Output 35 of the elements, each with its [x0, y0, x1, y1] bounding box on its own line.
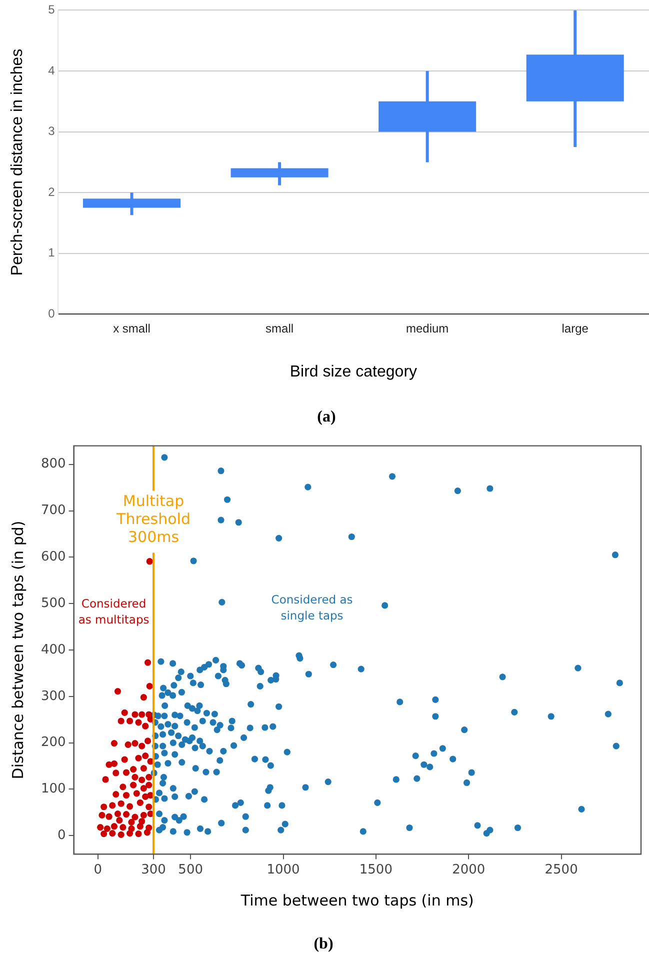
x-tick-label: 2500 [544, 862, 578, 878]
y-tick-label: 2 [48, 184, 56, 199]
y-tick-label: 500 [40, 596, 66, 611]
y-tick-label: 1 [48, 246, 56, 260]
x-tick-label: small [266, 322, 294, 336]
y-tick-label: 5 [48, 2, 56, 17]
y-tick-label: 300 [40, 688, 66, 704]
y-tick-label: 800 [40, 456, 66, 472]
y-tick-label: 4 [48, 63, 56, 78]
x-tick-label: 300 [141, 862, 166, 878]
y-tick-label: 200 [40, 735, 66, 750]
x-axis-title: Bird size category [290, 364, 418, 381]
y-tick-label: 600 [40, 550, 66, 565]
y-axis-title: Perch-screen distance in inches [9, 48, 26, 276]
text: (a) [317, 408, 336, 426]
y-tick-label: 700 [40, 503, 66, 518]
y-axis-title: Distance between two taps (in pd) [8, 520, 27, 780]
annotation: Considered as multitaps [78, 596, 150, 627]
x-tick-label: 1500 [359, 862, 392, 878]
x-tick-label: 2000 [452, 862, 486, 878]
x-tick-label: x small [113, 322, 150, 336]
x-tick-label: large [562, 322, 589, 336]
x-axis-title: Time between two taps (in ms) [240, 892, 474, 910]
annotation: Considered as single taps [271, 592, 353, 623]
x-tick-label: 1000 [266, 862, 300, 878]
x-tick-label: medium [406, 322, 449, 336]
y-tick-label: 0 [48, 306, 56, 321]
x-tick-label: 0 [94, 862, 102, 878]
y-tick-label: 400 [40, 642, 66, 658]
y-tick-label: 0 [58, 828, 66, 844]
y-tick-label: 3 [48, 124, 56, 138]
ref-line-label: Multitap Threshold 300ms [116, 492, 190, 546]
x-tick-label: 500 [178, 862, 203, 878]
y-tick-label: 100 [40, 782, 66, 797]
text: (b) [314, 936, 334, 953]
